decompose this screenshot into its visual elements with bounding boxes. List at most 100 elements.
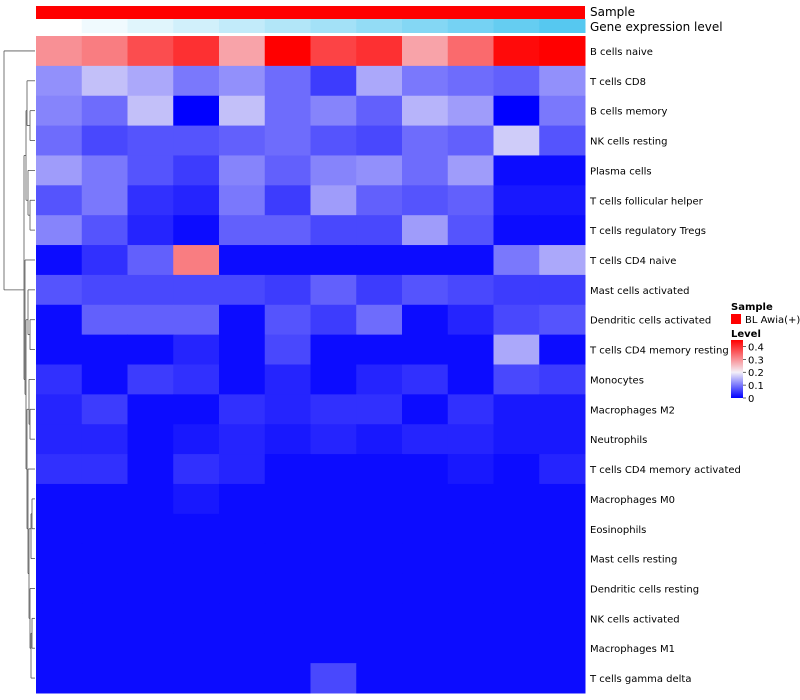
heatmap-cell bbox=[264, 155, 311, 186]
heatmap-cell bbox=[356, 424, 403, 455]
heatmap-cell bbox=[356, 245, 403, 276]
heatmap-cell bbox=[264, 65, 311, 97]
heatmap-cell bbox=[173, 394, 220, 425]
row-label: T cells regulatory Tregs bbox=[589, 226, 706, 237]
heatmap-cell bbox=[219, 633, 266, 664]
heatmap-cell bbox=[127, 65, 174, 97]
heatmap-cell bbox=[127, 125, 174, 156]
heatmap-cell bbox=[36, 424, 83, 455]
heatmap-cell bbox=[173, 424, 220, 455]
heatmap-cell bbox=[219, 454, 266, 485]
heatmap-cell bbox=[219, 215, 266, 246]
legend-sample-entry: BL Awia(+) bbox=[745, 315, 800, 326]
heatmap-cell bbox=[81, 454, 128, 485]
heatmap-cell bbox=[310, 274, 357, 306]
heatmap-cell bbox=[310, 513, 357, 545]
heatmap-cell bbox=[36, 304, 83, 336]
heatmap-cell bbox=[36, 334, 83, 365]
heatmap-cell bbox=[36, 603, 83, 634]
heatmap-cell bbox=[36, 573, 83, 604]
heatmap-cell bbox=[447, 36, 494, 67]
annotation-bars bbox=[36, 6, 586, 33]
heatmap-cell bbox=[493, 36, 540, 67]
heatmap-cell bbox=[539, 573, 586, 604]
heatmap-cell bbox=[173, 483, 220, 515]
heatmap-cell bbox=[36, 215, 83, 246]
heatmap-cell bbox=[36, 185, 83, 216]
heatmap-cell bbox=[539, 215, 586, 246]
heatmap-cell bbox=[173, 603, 220, 634]
heatmap-cell bbox=[310, 394, 357, 425]
row-label: Macrophages M0 bbox=[590, 495, 675, 506]
heatmap-cell bbox=[539, 513, 586, 545]
annotation-cell-gene-expression bbox=[219, 19, 266, 33]
heatmap-cell bbox=[447, 95, 494, 127]
heatmap-cell bbox=[81, 185, 128, 216]
heatmap-cell bbox=[447, 155, 494, 186]
heatmap-cell bbox=[310, 424, 357, 455]
heatmap-cell bbox=[402, 633, 449, 664]
heatmap-cell bbox=[219, 95, 266, 127]
heatmap-cell bbox=[447, 603, 494, 634]
heatmap-cell bbox=[81, 483, 128, 515]
row-label: Dendritic cells resting bbox=[590, 584, 699, 595]
heatmap-cell bbox=[402, 483, 449, 515]
row-label: NK cells resting bbox=[590, 137, 667, 148]
heatmap-cell bbox=[264, 245, 311, 276]
heatmap-cell bbox=[310, 155, 357, 186]
heatmap-cell bbox=[402, 215, 449, 246]
heatmap-cell bbox=[493, 65, 540, 97]
annotation-cell-gene-expression bbox=[36, 19, 83, 33]
heatmap-cell bbox=[402, 543, 449, 575]
heatmap-cell bbox=[264, 603, 311, 634]
heatmap-cell bbox=[219, 543, 266, 575]
heatmap-cell bbox=[264, 334, 311, 365]
heatmap-cell bbox=[447, 334, 494, 365]
heatmap-cell bbox=[356, 125, 403, 156]
heatmap-cell bbox=[310, 483, 357, 515]
heatmap-cell bbox=[219, 36, 266, 67]
heatmap-cell bbox=[219, 513, 266, 545]
heatmap-cell bbox=[493, 274, 540, 306]
heatmap-cell bbox=[127, 245, 174, 276]
heatmap-cell bbox=[356, 304, 403, 336]
heatmap-cell bbox=[219, 304, 266, 336]
heatmap-cell bbox=[310, 573, 357, 604]
heatmap-cell bbox=[36, 454, 83, 485]
heatmap-cell bbox=[447, 215, 494, 246]
heatmap-cell bbox=[173, 454, 220, 485]
heatmap-cell bbox=[447, 125, 494, 156]
heatmap-cell bbox=[36, 245, 83, 276]
heatmap-cell bbox=[173, 304, 220, 336]
annotation-cell-gene-expression bbox=[539, 19, 586, 33]
heatmap-cell bbox=[81, 364, 128, 395]
row-label: B cells memory bbox=[590, 107, 667, 118]
heatmap-cell bbox=[493, 603, 540, 634]
heatmap-cell bbox=[539, 424, 586, 455]
heatmap-cell bbox=[127, 95, 174, 127]
heatmap-cell bbox=[264, 394, 311, 425]
heatmap-cell bbox=[81, 65, 128, 97]
heatmap-cell bbox=[356, 603, 403, 634]
heatmap-cell bbox=[36, 394, 83, 425]
heatmap-cell bbox=[310, 36, 357, 67]
heatmap-cell bbox=[264, 185, 311, 216]
heatmap-cell bbox=[81, 573, 128, 604]
heatmap-cell bbox=[36, 633, 83, 664]
heatmap-cell bbox=[402, 185, 449, 216]
heatmap-cell bbox=[447, 304, 494, 336]
heatmap-cell bbox=[493, 304, 540, 336]
heatmap-cell bbox=[264, 215, 311, 246]
heatmap-cell bbox=[402, 364, 449, 395]
heatmap-cell bbox=[219, 603, 266, 634]
heatmap-cell bbox=[127, 155, 174, 186]
heatmap-cell bbox=[310, 304, 357, 336]
heatmap-cell bbox=[81, 304, 128, 336]
heatmap-cell bbox=[402, 603, 449, 634]
heatmap-cell bbox=[493, 394, 540, 425]
heatmap-cell bbox=[81, 424, 128, 455]
heatmap-cell bbox=[310, 603, 357, 634]
heatmap-cell bbox=[356, 513, 403, 545]
row-label: T cells CD4 memory resting bbox=[589, 346, 729, 357]
heatmap-cell bbox=[36, 543, 83, 575]
